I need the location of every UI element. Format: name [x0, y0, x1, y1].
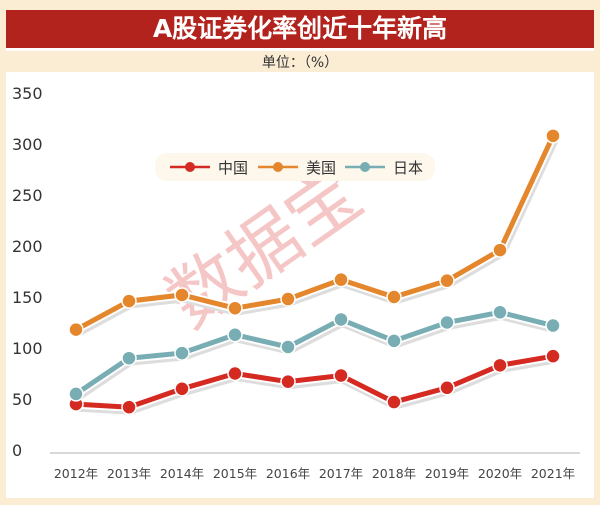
legend-label: 美国 — [306, 159, 336, 177]
y-tick-label: 0 — [12, 441, 22, 460]
x-tick-label: 2014年 — [160, 466, 204, 481]
y-tick-label: 50 — [12, 390, 32, 409]
data-point — [439, 314, 455, 331]
data-point — [492, 304, 508, 321]
data-point — [174, 345, 190, 361]
data-point — [545, 317, 561, 334]
series-line-中国 — [75, 353, 554, 410]
data-point — [68, 386, 84, 402]
legend-marker — [360, 162, 370, 172]
data-point — [174, 287, 190, 303]
x-tick-label: 2012年 — [54, 466, 98, 481]
legend-label: 中国 — [218, 159, 248, 177]
x-tick-label: 2016年 — [266, 466, 310, 481]
y-tick-label: 100 — [12, 339, 43, 358]
x-tick-label: 2019年 — [425, 466, 469, 481]
y-tick-label: 200 — [12, 237, 43, 256]
x-tick-label: 2020年 — [478, 466, 522, 481]
x-tick-label: 2015年 — [213, 466, 257, 481]
chart-panel — [6, 72, 594, 498]
data-point — [333, 367, 349, 384]
legend-marker — [185, 162, 195, 172]
y-tick-label: 150 — [12, 288, 43, 307]
x-tick-label: 2018年 — [372, 466, 416, 481]
data-point — [386, 289, 402, 305]
data-point — [386, 333, 402, 349]
unit-label: 单位：（%） — [261, 55, 339, 71]
data-point — [121, 293, 137, 309]
data-point — [280, 291, 296, 307]
data-point — [280, 373, 296, 390]
data-point — [545, 348, 561, 364]
data-point — [174, 381, 190, 397]
data-point — [227, 326, 243, 343]
data-point — [121, 399, 137, 415]
data-point — [439, 272, 455, 289]
data-point — [492, 357, 508, 374]
series-line-日本 — [74, 309, 554, 396]
x-tick-label: 2013年 — [107, 466, 151, 481]
data-point — [280, 339, 296, 355]
y-tick-label: 350 — [12, 84, 43, 103]
data-point — [121, 350, 137, 366]
data-point — [227, 300, 243, 316]
x-tick-label: 2021年 — [531, 466, 575, 481]
legend-marker — [273, 162, 283, 172]
chart-title: A股证券化率创近十年新高 — [6, 10, 594, 51]
data-point — [492, 242, 508, 258]
x-tick-label: 2017年 — [319, 466, 363, 481]
data-point — [333, 311, 349, 328]
data-point — [68, 321, 84, 338]
data-point — [386, 394, 402, 410]
legend-label: 日本 — [393, 159, 423, 177]
data-point — [545, 128, 561, 144]
data-point — [227, 365, 243, 382]
data-point — [439, 380, 455, 396]
series-line-美国 — [74, 134, 556, 332]
y-tick-label: 250 — [12, 186, 43, 205]
y-tick-label: 300 — [12, 135, 43, 154]
data-point — [333, 271, 349, 288]
